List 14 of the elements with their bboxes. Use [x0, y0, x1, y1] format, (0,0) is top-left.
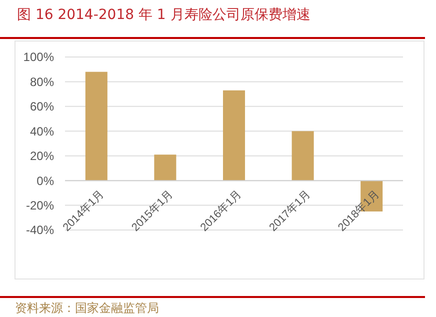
- y-tick-label: 20%: [30, 149, 54, 164]
- bar: [222, 90, 246, 181]
- y-tick-label: -20%: [26, 198, 54, 212]
- bar: [292, 131, 314, 181]
- y-tick-label: 80%: [30, 74, 54, 89]
- bar: [85, 72, 108, 181]
- y-tick-label: 60%: [30, 100, 54, 114]
- y-tick-label: 40%: [30, 124, 54, 138]
- y-tick-label: -40%: [26, 223, 54, 238]
- y-tick-label: 0%: [36, 174, 54, 188]
- y-tick-label: 100%: [23, 50, 54, 64]
- text: 资料来源：国家金融监管局: [15, 301, 159, 315]
- bar: [154, 154, 176, 181]
- chart-title: 图 16 2014-2018 年 1 月寿险公司原保费增速: [17, 7, 310, 23]
